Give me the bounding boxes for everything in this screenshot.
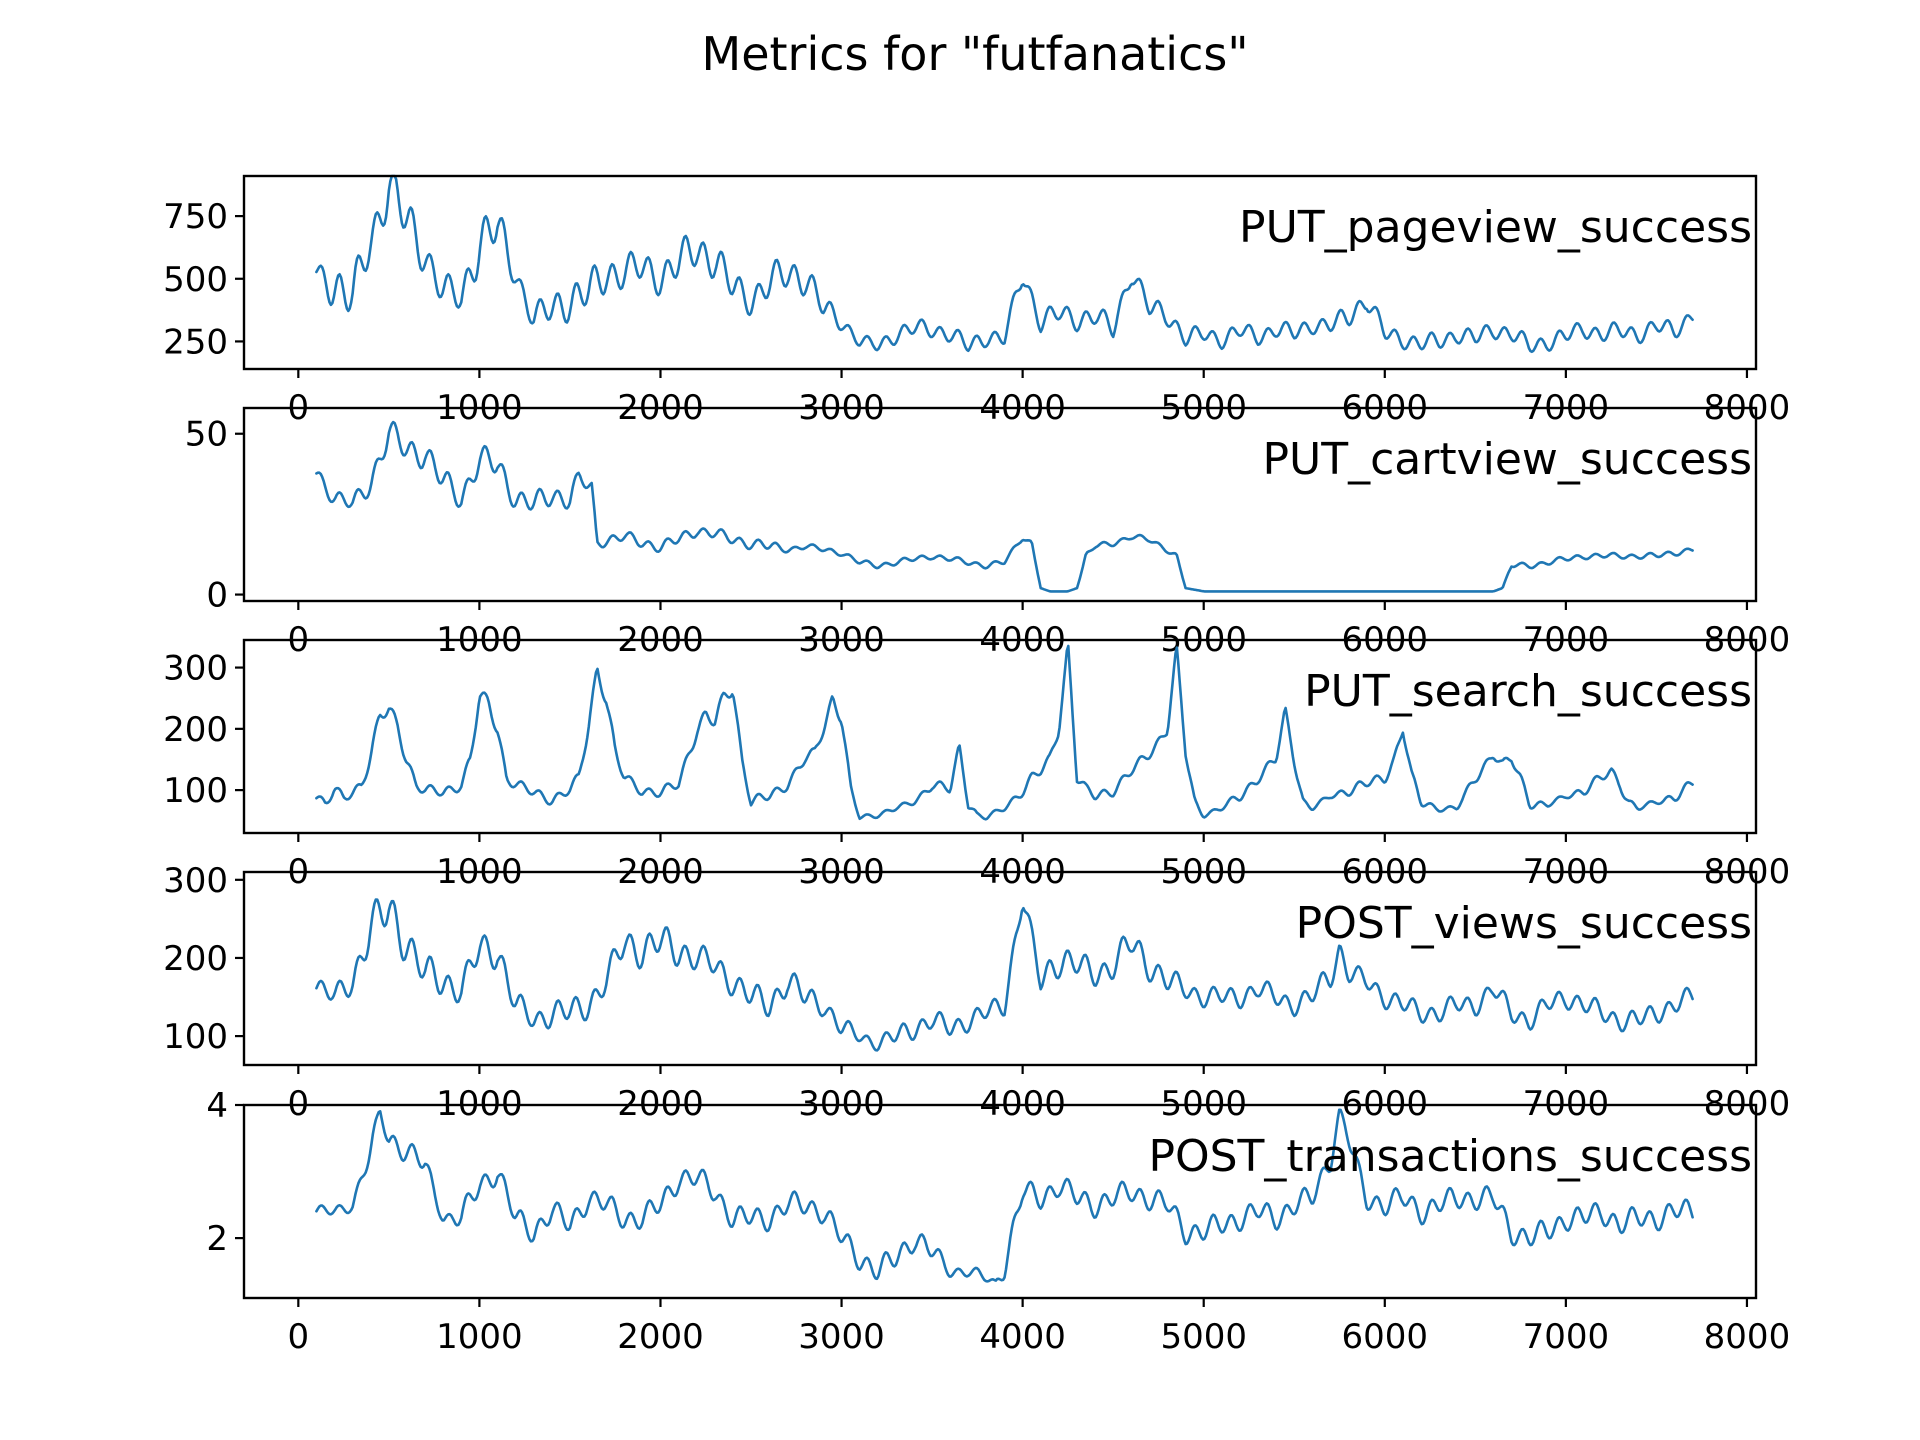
- x-tick-label: 0: [288, 1317, 310, 1357]
- series-label: PUT_pageview_success: [1239, 202, 1752, 253]
- x-tick-label: 6000: [1342, 1317, 1429, 1357]
- series-line-POST_transactions_success: [315, 1108, 1694, 1283]
- axes-frame: [242, 1103, 1758, 1300]
- series-label: PUT_cartview_success: [1262, 434, 1752, 485]
- x-tick-label: 8000: [1704, 1317, 1791, 1357]
- y-tick-label: 2: [206, 1219, 228, 1259]
- y-tick-label: 100: [163, 1017, 228, 1057]
- series-line-POST_views_success: [315, 898, 1694, 1052]
- y-tick-label: 750: [163, 197, 228, 237]
- y-tick-label: 200: [163, 939, 228, 979]
- panel-POST_transactions_success: 2 4 0 1000 2000 3000 4000 5000 6000 7000 8000 POST_…: [206, 1086, 1790, 1357]
- y-tick-label: 4: [206, 1086, 228, 1126]
- x-tick-label: 1000: [436, 1317, 523, 1357]
- figure-title: Metrics for "futfanatics": [702, 27, 1249, 81]
- overlap-spacer: [245, 1106, 1755, 1126]
- y-tick-label: 0: [206, 576, 228, 616]
- x-tick-label: 2000: [617, 1317, 704, 1357]
- overlap-spacer: [245, 873, 1755, 893]
- x-tick-label: 4000: [979, 1317, 1066, 1357]
- x-tick-label: 3000: [798, 1317, 885, 1357]
- series-line-PUT_pageview_success: [315, 174, 1694, 354]
- axes-frame: [242, 406, 1758, 603]
- overlap-spacer: [245, 641, 1755, 661]
- series-line-PUT_cartview_success: [315, 420, 1694, 593]
- x-tick-label: 5000: [1160, 1317, 1247, 1357]
- series-label: POST_transactions_success: [1148, 1131, 1752, 1182]
- y-tick-label: 500: [163, 260, 228, 300]
- y-tick-label: 300: [163, 649, 228, 689]
- y-tick-label: 200: [163, 710, 228, 750]
- series-line-PUT_search_success: [315, 644, 1694, 821]
- y-tick-label: 300: [163, 861, 228, 901]
- y-tick-label: 250: [163, 322, 228, 362]
- series-label: POST_views_success: [1296, 898, 1752, 949]
- x-tick-label: 7000: [1523, 1317, 1610, 1357]
- axes-frame: [242, 870, 1758, 1067]
- y-tick-label: 50: [185, 415, 228, 455]
- axes-frame: [242, 174, 1758, 371]
- series-label: PUT_search_success: [1304, 666, 1752, 717]
- axes-frame: [242, 638, 1758, 835]
- y-tick-label: 100: [163, 771, 228, 811]
- overlap-spacer: [245, 409, 1755, 429]
